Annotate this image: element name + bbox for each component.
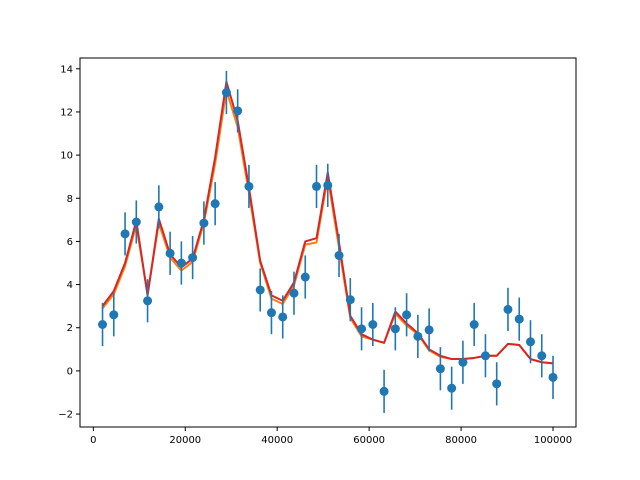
data-point [120, 229, 130, 239]
data-point [289, 288, 299, 298]
x-tick-label: 40000 [261, 435, 293, 446]
data-point [480, 351, 490, 361]
data-point [300, 272, 310, 282]
y-tick-label: 2 [67, 323, 73, 334]
data-point [424, 325, 434, 335]
data-point [221, 88, 231, 98]
x-axis: 0 20000 40000 60000 80000 100000 [90, 427, 572, 446]
data-point [233, 106, 243, 116]
data-point [469, 320, 479, 329]
y-tick-label: 14 [60, 64, 73, 75]
y-tick-label: 6 [67, 237, 73, 248]
y-tick-label: 10 [60, 151, 73, 162]
y-axis: −2 0 2 4 6 8 10 12 14 [58, 64, 80, 421]
data-point [266, 308, 276, 318]
y-tick-label: 0 [67, 366, 73, 377]
data-point [165, 248, 175, 258]
data-point [458, 357, 468, 367]
data-point [503, 304, 513, 314]
data-point [143, 296, 153, 306]
data-point [188, 253, 198, 263]
data-point [357, 324, 367, 334]
data-point [199, 218, 209, 228]
axes-frame [79, 57, 577, 428]
data-point [379, 386, 389, 396]
data-point [345, 295, 355, 305]
data-point [368, 320, 378, 329]
data-point [312, 181, 322, 191]
data-point [537, 351, 547, 361]
data-point [278, 312, 288, 322]
data-point [131, 217, 141, 227]
data-point [244, 181, 254, 191]
data-point [255, 285, 265, 295]
data-point [390, 324, 400, 334]
data-point [525, 337, 535, 347]
y-tick-label: 4 [67, 280, 73, 291]
data-point [413, 331, 423, 341]
data-point [492, 379, 502, 389]
plot-area [98, 70, 558, 413]
x-tick-label: 60000 [353, 435, 385, 446]
x-tick-label: 100000 [534, 435, 572, 446]
data-point [210, 199, 220, 209]
data-point [435, 364, 445, 374]
x-tick-label: 20000 [169, 435, 201, 446]
data-point [334, 250, 344, 260]
data-point [176, 258, 186, 268]
data-point [109, 310, 119, 320]
data-point [447, 383, 457, 393]
y-tick-label: −2 [58, 410, 73, 421]
data-point [514, 314, 524, 324]
data-point [548, 372, 558, 382]
x-tick-label: 80000 [445, 435, 477, 446]
data-point [402, 310, 412, 320]
y-tick-label: 8 [67, 194, 73, 205]
data-point [323, 180, 333, 190]
x-tick-label: 0 [90, 435, 96, 446]
data-point [98, 320, 108, 329]
data-point [154, 202, 164, 212]
y-tick-label: 12 [60, 107, 73, 118]
